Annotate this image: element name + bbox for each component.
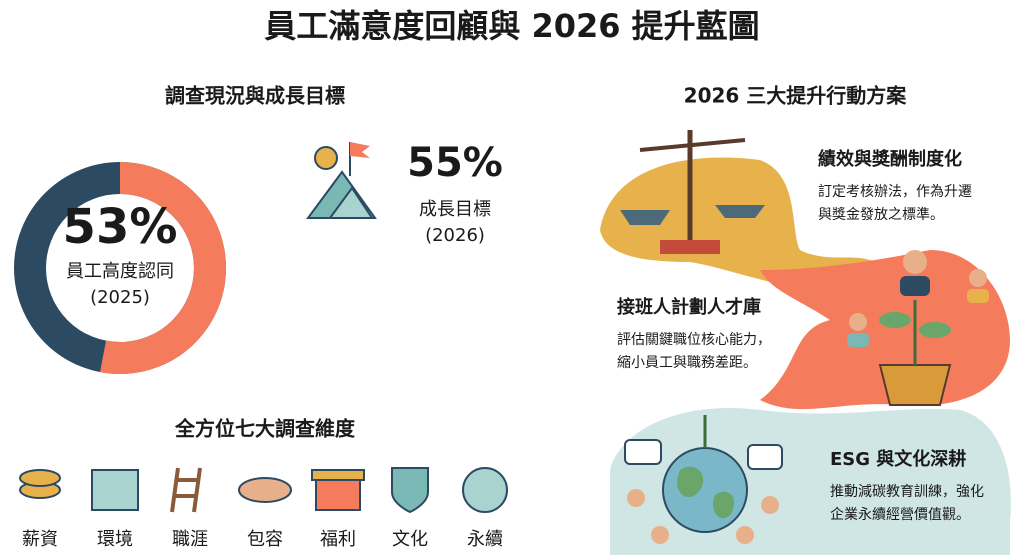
dimension-icons [19, 467, 508, 514]
dimension-label: 薪資 [22, 529, 58, 550]
scale-icon [620, 130, 765, 254]
current-year: (2025) [90, 287, 150, 308]
donut-arc [14, 162, 226, 374]
dimension-label: 環境 [97, 529, 133, 550]
goal-value: 55% [407, 140, 503, 186]
section-heading: 全方位七大調查維度 [174, 417, 356, 441]
mountain-icon [306, 142, 377, 219]
action-desc: 推動減碳教育訓練，強化 [830, 483, 984, 500]
dimension-label: 職涯 [172, 529, 208, 550]
action-desc: 訂定考核辦法，作為升遷 [818, 184, 972, 200]
action-desc: 縮小員工與職務差距。 [617, 355, 757, 371]
action-title: ESG 與文化深耕 [830, 448, 966, 470]
globe-icon [624, 415, 783, 544]
bg-blob [600, 157, 880, 293]
section-heading: 調查現況與成長目標 [165, 84, 345, 108]
current-caption: 員工高度認同 [66, 261, 174, 282]
plant-icon [847, 250, 989, 406]
action-desc: 評估關鍵職位核心能力， [617, 332, 771, 348]
dimension-label: 福利 [320, 529, 356, 550]
action-title: 接班人計劃人才庫 [617, 296, 761, 318]
action-desc: 與獎金發放之標準。 [818, 207, 944, 223]
goal-caption: 成長目標 [419, 199, 491, 220]
dimension-label: 永續 [467, 529, 503, 550]
goal-year: (2026) [425, 225, 485, 246]
current-value: 53% [63, 199, 178, 255]
dimension-label: 文化 [392, 529, 428, 550]
dimension-label: 包容 [247, 529, 283, 550]
page-title: 員工滿意度回顧與 2026 提升藍圖 [264, 7, 759, 45]
action-desc: 企業永續經營價值觀。 [830, 506, 970, 523]
section-heading: 2026 三大提升行動方案 [684, 84, 908, 108]
action-title: 績效與獎酬制度化 [818, 148, 962, 170]
